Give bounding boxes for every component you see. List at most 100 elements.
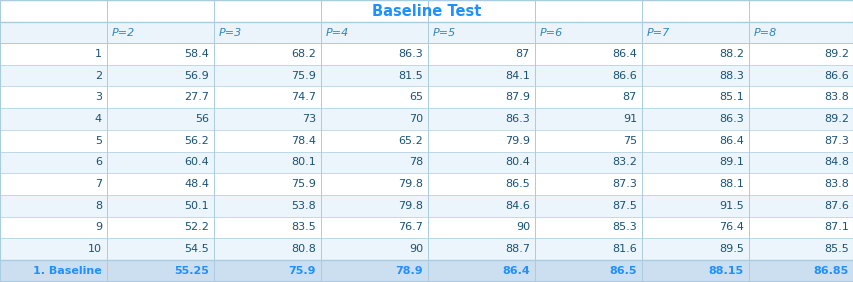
- Text: 86.4: 86.4: [502, 266, 530, 276]
- Text: 86.4: 86.4: [612, 49, 636, 59]
- Bar: [0, 86, 853, 108]
- Text: 89.2: 89.2: [823, 114, 848, 124]
- Text: 2: 2: [95, 70, 102, 81]
- Text: 86.3: 86.3: [397, 49, 422, 59]
- Text: 81.6: 81.6: [612, 244, 636, 254]
- Text: 74.7: 74.7: [291, 92, 316, 102]
- Text: 84.1: 84.1: [504, 70, 530, 81]
- Text: 78.4: 78.4: [291, 136, 316, 146]
- Text: 84.8: 84.8: [823, 157, 848, 167]
- Text: 10: 10: [88, 244, 102, 254]
- Text: 53.8: 53.8: [291, 201, 316, 211]
- Text: 88.2: 88.2: [718, 49, 743, 59]
- Bar: [0, 22, 853, 43]
- Text: 54.5: 54.5: [184, 244, 209, 254]
- Text: 78: 78: [409, 157, 422, 167]
- Text: 87.6: 87.6: [823, 201, 848, 211]
- Text: 81.5: 81.5: [397, 70, 422, 81]
- Text: 8: 8: [95, 201, 102, 211]
- Text: 79.8: 79.8: [397, 201, 422, 211]
- Bar: [0, 65, 853, 86]
- Text: 48.4: 48.4: [183, 179, 209, 189]
- Text: 83.2: 83.2: [612, 157, 636, 167]
- Bar: [0, 195, 853, 217]
- Text: 55.25: 55.25: [174, 266, 209, 276]
- Text: 79.8: 79.8: [397, 179, 422, 189]
- Text: 86.3: 86.3: [718, 114, 743, 124]
- Text: 50.1: 50.1: [184, 201, 209, 211]
- Text: 76.4: 76.4: [718, 222, 743, 232]
- Text: 90: 90: [409, 244, 422, 254]
- Text: 70: 70: [409, 114, 422, 124]
- Text: 5: 5: [95, 136, 102, 146]
- Bar: [0, 217, 853, 238]
- Text: 86.4: 86.4: [718, 136, 743, 146]
- Text: 7: 7: [95, 179, 102, 189]
- Text: 3: 3: [95, 92, 102, 102]
- Text: 89.5: 89.5: [718, 244, 743, 254]
- Text: 87: 87: [515, 49, 530, 59]
- Text: P=3: P=3: [218, 28, 242, 38]
- Bar: [0, 130, 853, 151]
- Text: 83.5: 83.5: [291, 222, 316, 232]
- Text: P=7: P=7: [647, 28, 670, 38]
- Text: P=8: P=8: [753, 28, 776, 38]
- Text: 87.1: 87.1: [823, 222, 848, 232]
- Text: 87.9: 87.9: [504, 92, 530, 102]
- Text: 79.9: 79.9: [504, 136, 530, 146]
- Text: 1. Baseline: 1. Baseline: [33, 266, 102, 276]
- Text: 88.7: 88.7: [504, 244, 530, 254]
- Text: 73: 73: [301, 114, 316, 124]
- Text: 27.7: 27.7: [183, 92, 209, 102]
- Bar: [0, 238, 853, 260]
- Bar: [0, 0, 853, 22]
- Text: 84.6: 84.6: [504, 201, 530, 211]
- Bar: [0, 260, 853, 282]
- Text: 86.6: 86.6: [612, 70, 636, 81]
- Text: 52.2: 52.2: [184, 222, 209, 232]
- Text: 88.3: 88.3: [718, 70, 743, 81]
- Text: 76.7: 76.7: [397, 222, 422, 232]
- Text: 9: 9: [95, 222, 102, 232]
- Text: 85.3: 85.3: [612, 222, 636, 232]
- Bar: [0, 151, 853, 173]
- Text: 6: 6: [95, 157, 102, 167]
- Text: 80.1: 80.1: [291, 157, 316, 167]
- Text: 78.9: 78.9: [395, 266, 422, 276]
- Bar: [0, 43, 853, 65]
- Text: 87.3: 87.3: [823, 136, 848, 146]
- Text: 56.9: 56.9: [184, 70, 209, 81]
- Text: 83.8: 83.8: [823, 92, 848, 102]
- Text: 65.2: 65.2: [397, 136, 422, 146]
- Text: 83.8: 83.8: [823, 179, 848, 189]
- Bar: [0, 108, 853, 130]
- Bar: [0, 173, 853, 195]
- Text: P=5: P=5: [432, 28, 456, 38]
- Text: P=6: P=6: [539, 28, 563, 38]
- Text: 87: 87: [622, 92, 636, 102]
- Text: 91: 91: [622, 114, 636, 124]
- Text: 86.5: 86.5: [609, 266, 636, 276]
- Text: 86.5: 86.5: [505, 179, 530, 189]
- Text: 86.85: 86.85: [813, 266, 848, 276]
- Text: 89.2: 89.2: [823, 49, 848, 59]
- Text: 86.3: 86.3: [505, 114, 530, 124]
- Text: 80.8: 80.8: [291, 244, 316, 254]
- Text: P=2: P=2: [112, 28, 135, 38]
- Text: 88.1: 88.1: [718, 179, 743, 189]
- Text: 80.4: 80.4: [504, 157, 530, 167]
- Text: 58.4: 58.4: [184, 49, 209, 59]
- Text: 1: 1: [95, 49, 102, 59]
- Text: 85.1: 85.1: [718, 92, 743, 102]
- Text: 87.3: 87.3: [612, 179, 636, 189]
- Text: 88.15: 88.15: [708, 266, 743, 276]
- Text: 56: 56: [194, 114, 209, 124]
- Text: 75.9: 75.9: [291, 70, 316, 81]
- Text: 85.5: 85.5: [823, 244, 848, 254]
- Text: 4: 4: [95, 114, 102, 124]
- Text: Baseline Test: Baseline Test: [372, 3, 481, 19]
- Text: 89.1: 89.1: [718, 157, 743, 167]
- Text: 91.5: 91.5: [718, 201, 743, 211]
- Text: 56.2: 56.2: [184, 136, 209, 146]
- Text: 68.2: 68.2: [291, 49, 316, 59]
